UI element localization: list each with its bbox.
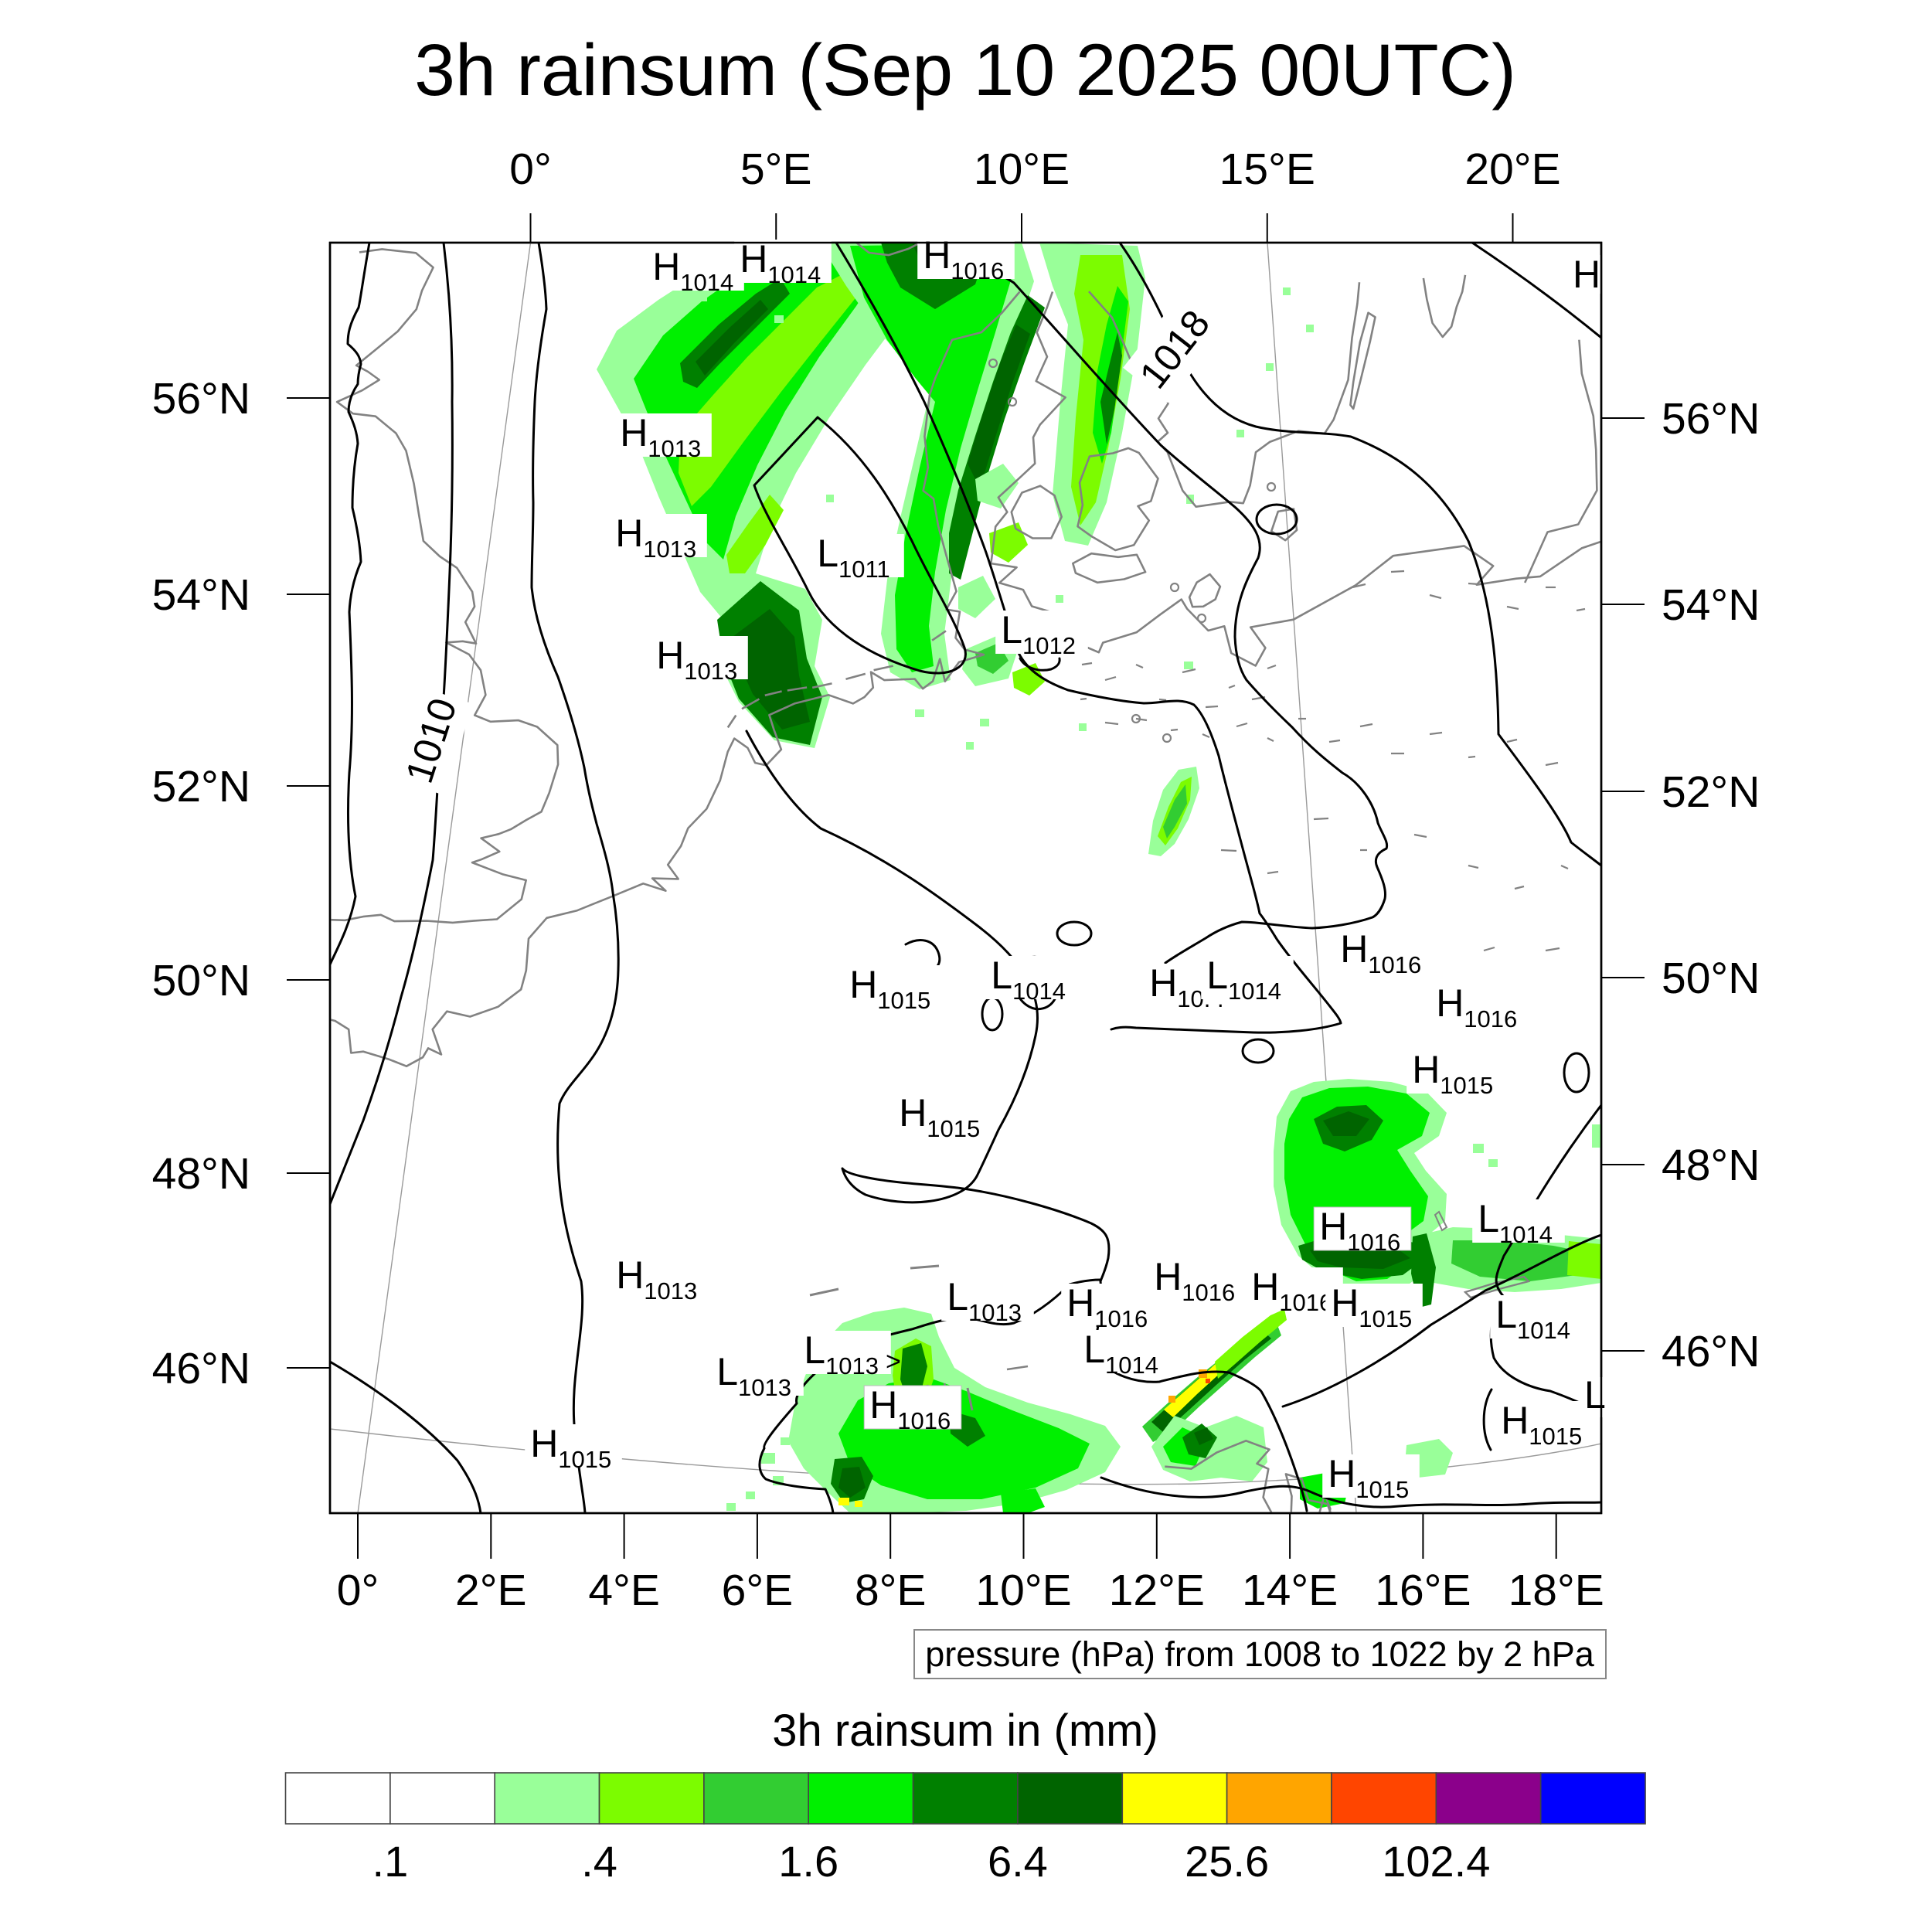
svg-text:56°N: 56°N: [152, 374, 250, 423]
svg-text:54°N: 54°N: [1662, 580, 1760, 630]
svg-text:.1: .1: [372, 1837, 409, 1886]
svg-text:12°E: 12°E: [1109, 1566, 1205, 1615]
svg-text:48°N: 48°N: [152, 1149, 250, 1199]
svg-text:10°E: 10°E: [974, 145, 1070, 194]
svg-text:L: L: [1584, 1373, 1606, 1417]
svg-text:56°N: 56°N: [1662, 394, 1760, 444]
svg-text:15°E: 15°E: [1219, 145, 1315, 194]
svg-text:4°E: 4°E: [588, 1566, 660, 1615]
svg-text:52°N: 52°N: [152, 762, 250, 811]
svg-text:3h rainsum in (mm): 3h rainsum in (mm): [772, 1706, 1158, 1756]
svg-text:46°N: 46°N: [152, 1344, 250, 1393]
svg-text:5°E: 5°E: [740, 145, 812, 194]
svg-text:102.4: 102.4: [1382, 1837, 1490, 1886]
svg-text:>: >: [886, 1347, 901, 1376]
svg-text:0°: 0°: [337, 1566, 379, 1615]
svg-text:6.4: 6.4: [988, 1837, 1048, 1886]
svg-text:50°N: 50°N: [1662, 954, 1760, 1003]
svg-text:14°E: 14°E: [1242, 1566, 1338, 1615]
svg-text:25.6: 25.6: [1185, 1837, 1269, 1886]
svg-text:H: H: [1573, 253, 1600, 296]
svg-text:16°E: 16°E: [1375, 1566, 1471, 1615]
svg-text:2°E: 2°E: [455, 1566, 527, 1615]
svg-text:3h rainsum (Sep 10 2025 00UTC): 3h rainsum (Sep 10 2025 00UTC): [414, 29, 1516, 111]
svg-text:10°E: 10°E: [975, 1566, 1071, 1615]
svg-text:20°E: 20°E: [1464, 145, 1560, 194]
svg-text:.4: .4: [581, 1837, 617, 1886]
svg-text:H1015: H1015: [1501, 1399, 1582, 1450]
svg-text:54°N: 54°N: [152, 570, 250, 620]
svg-text:0°: 0°: [509, 145, 552, 194]
svg-text:1.6: 1.6: [778, 1837, 838, 1886]
svg-text:pressure (hPa) from 1008 to 10: pressure (hPa) from 1008 to 1022 by 2 hP…: [925, 1634, 1594, 1674]
svg-text:6°E: 6°E: [722, 1566, 794, 1615]
svg-text:8°E: 8°E: [855, 1566, 927, 1615]
svg-text:18°E: 18°E: [1509, 1566, 1604, 1615]
svg-text:48°N: 48°N: [1662, 1141, 1760, 1190]
svg-text:52°N: 52°N: [1662, 767, 1760, 817]
svg-text:50°N: 50°N: [152, 956, 250, 1005]
svg-text:46°N: 46°N: [1662, 1327, 1760, 1376]
